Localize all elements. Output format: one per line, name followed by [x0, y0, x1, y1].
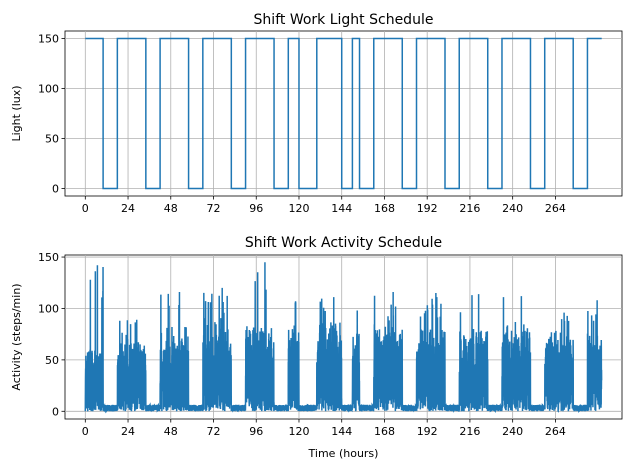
light-schedule-panel: 0 24 48 72 96 120 144 168 192 216 240 264050100150 … [10, 12, 623, 215]
activity-series-line [84, 262, 603, 414]
y-tick-label: 50 [45, 133, 59, 146]
activity-x-axis-label: Time (hours) [308, 447, 379, 460]
x-tick-label: 72 [207, 425, 221, 438]
y-tick-label: 100 [38, 302, 59, 315]
x-tick-label: 192 [417, 202, 438, 215]
x-tick-label: 24 [121, 425, 135, 438]
x-tick-label: 264 [545, 202, 566, 215]
x-tick-label: 216 [459, 202, 480, 215]
x-tick-label: 264 [545, 425, 566, 438]
light-y-axis-label: Light (lux) [10, 85, 23, 141]
x-tick-label: 240 [502, 202, 523, 215]
x-tick-label: 144 [331, 425, 352, 438]
x-tick-label: 96 [249, 202, 263, 215]
x-tick-label: 0 [82, 425, 89, 438]
light-chart-title: Shift Work Light Schedule [254, 12, 434, 28]
activity-schedule-panel: 0 24 48 72 96 120 144 168 192 216 240 264050100150 … [10, 235, 623, 460]
y-tick-label: 100 [38, 83, 59, 96]
y-tick-label: 150 [38, 251, 59, 264]
x-tick-label: 240 [502, 425, 523, 438]
light-plot-frame [64, 30, 623, 197]
x-tick-label: 168 [374, 425, 395, 438]
y-tick-label: 150 [38, 33, 59, 46]
light-series-line [85, 37, 602, 190]
x-tick-label: 168 [374, 202, 395, 215]
x-tick-label: 96 [249, 425, 263, 438]
x-tick-label: 48 [164, 202, 178, 215]
y-tick-label: 0 [52, 405, 59, 418]
x-tick-label: 216 [459, 425, 480, 438]
x-tick-label: 72 [207, 202, 221, 215]
x-tick-label: 120 [288, 425, 309, 438]
x-tick-label: 144 [331, 202, 352, 215]
y-tick-label: 50 [45, 354, 59, 367]
activity-chart-title: Shift Work Activity Schedule [245, 235, 442, 251]
x-tick-label: 120 [288, 202, 309, 215]
x-tick-label: 192 [417, 425, 438, 438]
x-tick-label: 48 [164, 425, 178, 438]
activity-plot-frame [64, 254, 623, 420]
x-tick-label: 0 [82, 202, 89, 215]
x-tick-label: 24 [121, 202, 135, 215]
activity-y-axis-label: Activity (steps/min) [10, 283, 23, 390]
y-tick-label: 0 [52, 183, 59, 196]
